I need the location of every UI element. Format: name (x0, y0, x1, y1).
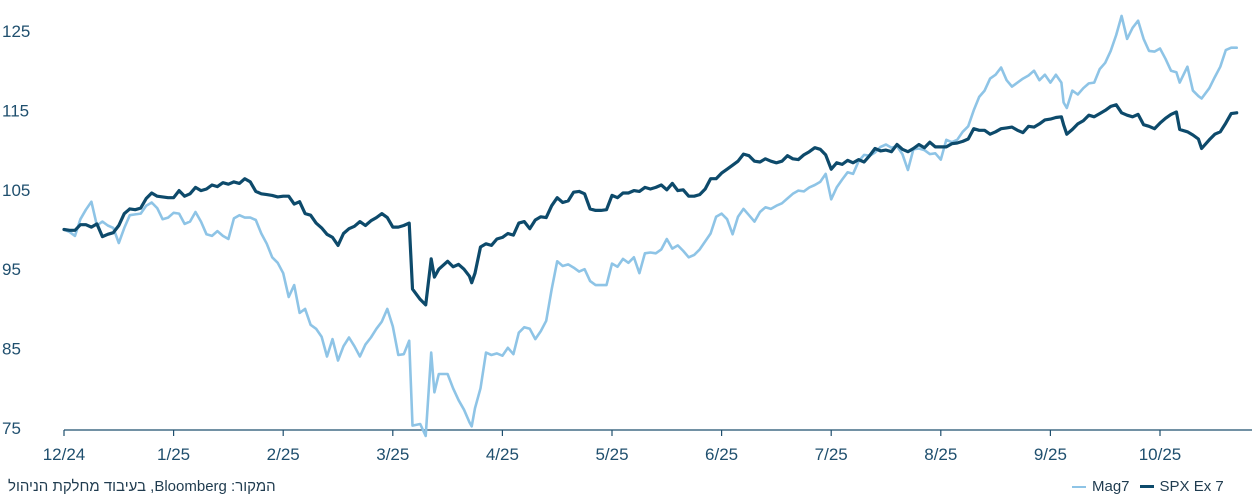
x-tick-label: 2/25 (267, 445, 300, 464)
y-tick-label: 75 (2, 419, 21, 438)
legend-swatch-spx-ex-7 (1139, 485, 1154, 488)
x-tick-label: 5/25 (595, 445, 628, 464)
x-tick-label: 8/25 (924, 445, 957, 464)
series-line-mag7 (62, 14, 1238, 438)
series-layer (62, 14, 1239, 438)
y-tick-label: 85 (2, 340, 21, 359)
y-tick-label: 125 (2, 22, 30, 41)
legend-label-spx-ex-7: SPX Ex 7 (1159, 478, 1224, 495)
y-axis: 75 85 95 105 115 125 (2, 22, 30, 438)
series-line-spx-ex-7 (62, 103, 1239, 307)
source-note: המקור: Bloomberg, בעיבוד מחלקת הניהול (8, 478, 276, 495)
y-tick-label: 95 (2, 260, 21, 279)
legend: SPX Ex 7 Mag7 (1072, 478, 1224, 495)
x-tick-label: 12/24 (43, 445, 86, 464)
legend-item-spx-ex-7: SPX Ex 7 (1139, 478, 1224, 495)
x-tick-label: 1/25 (157, 445, 190, 464)
x-tick-label: 4/25 (486, 445, 519, 464)
x-tick-label: 3/25 (376, 445, 409, 464)
x-tick-label: 10/25 (1139, 445, 1182, 464)
x-tick-label: 6/25 (705, 445, 738, 464)
x-tick-label: 9/25 (1034, 445, 1067, 464)
legend-swatch-mag7 (1072, 485, 1086, 488)
x-tick-label: 7/25 (815, 445, 848, 464)
legend-label-mag7: Mag7 (1092, 478, 1130, 495)
legend-item-mag7: Mag7 (1072, 478, 1130, 495)
x-axis: 12/24 1/25 2/25 3/25 4/25 5/25 6/25 7/25 8/25 9/2… (43, 429, 1252, 464)
y-tick-label: 105 (2, 181, 30, 200)
y-tick-label: 115 (2, 101, 29, 120)
